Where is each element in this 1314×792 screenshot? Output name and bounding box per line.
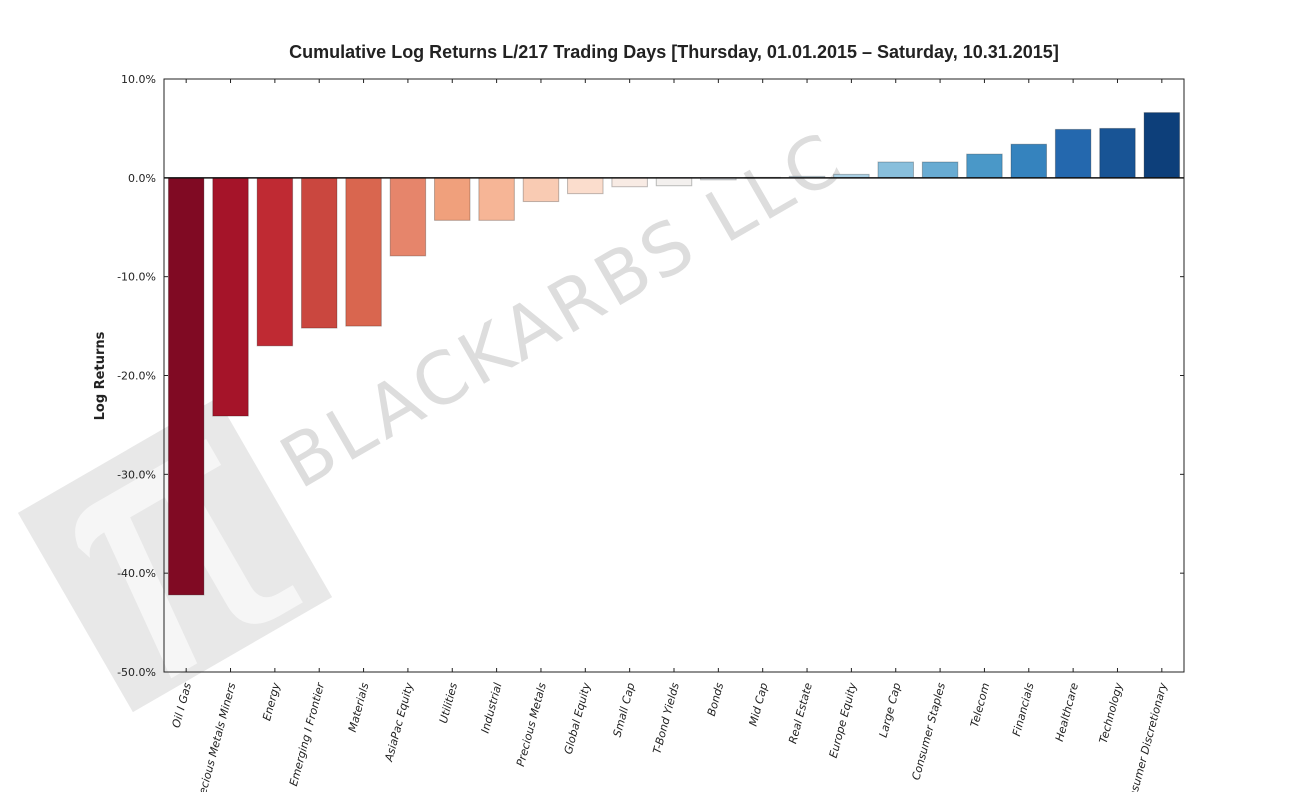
bar: [966, 153, 1003, 179]
bar: [1143, 112, 1181, 179]
x-tick-label: Utilities: [437, 681, 460, 725]
x-tick-label: Technology: [1097, 681, 1126, 745]
bars: [167, 112, 1181, 596]
x-tick-label: Energy: [260, 681, 283, 722]
y-tick-label: -40.0%: [117, 567, 156, 580]
y-tick-label: -50.0%: [117, 666, 156, 679]
chart-title: Cumulative Log Returns L/217 Trading Day…: [289, 42, 1059, 62]
x-tick-label: Financials: [1010, 681, 1037, 737]
watermark-logo-pi-shape: [75, 438, 303, 679]
x-tick-label: Consumer Staples: [910, 681, 949, 781]
y-tick-label: 0.0%: [128, 172, 156, 185]
x-tick-label: Bonds: [705, 681, 726, 717]
y-tick-label: -20.0%: [117, 370, 156, 383]
y-tick-label: -30.0%: [117, 468, 156, 481]
x-tick-label: Europe Equity: [827, 681, 860, 759]
x-tick-label: Small Cap: [611, 681, 638, 738]
bar: [611, 177, 648, 188]
x-tick-label: Telecom: [968, 681, 992, 728]
bar: [567, 177, 604, 195]
y-axis-label: Log Returns: [93, 331, 108, 420]
y-tick-label: 10.0%: [121, 73, 156, 86]
x-tick-label: Precious Metals Miners: [193, 681, 238, 792]
bar: [300, 177, 338, 329]
bar: [256, 177, 294, 347]
bar: [1054, 128, 1092, 179]
x-tick-label: Consumer Discretionary: [1123, 681, 1170, 792]
x-tick-label: Mid Cap: [747, 681, 771, 727]
x-tick-label: Materials: [346, 681, 372, 733]
bar: [345, 177, 382, 327]
x-tick-label: AsiaPac Equity: [382, 681, 416, 764]
x-tick-label: Emerging I Frontier: [287, 680, 327, 788]
y-axis: 10.0% 0.0% -10.0% -20.0% -30.0% -40.0% -50.0%: [117, 73, 1184, 679]
bar: [478, 177, 515, 221]
bar: [1010, 143, 1048, 179]
x-tick-label: Healthcare: [1053, 681, 1081, 743]
y-tick-label: -10.0%: [117, 271, 156, 284]
bar: [1099, 127, 1136, 179]
x-tick-label: T-Bond Yields: [650, 681, 682, 755]
bar: [212, 177, 249, 417]
bar: [522, 177, 560, 203]
x-tick-label: Large Cap: [877, 681, 904, 739]
x-tick-label: Real Estate: [786, 681, 815, 745]
bar: [655, 177, 693, 187]
x-tick-label: Global Equity: [562, 681, 594, 756]
bar: [434, 177, 471, 221]
bar: [877, 161, 914, 179]
x-tick-label: Industrial: [479, 681, 505, 734]
bar: [167, 177, 205, 596]
x-tick-label: Precious Metals: [514, 681, 549, 768]
bar: [389, 177, 427, 257]
bar: [921, 161, 959, 179]
